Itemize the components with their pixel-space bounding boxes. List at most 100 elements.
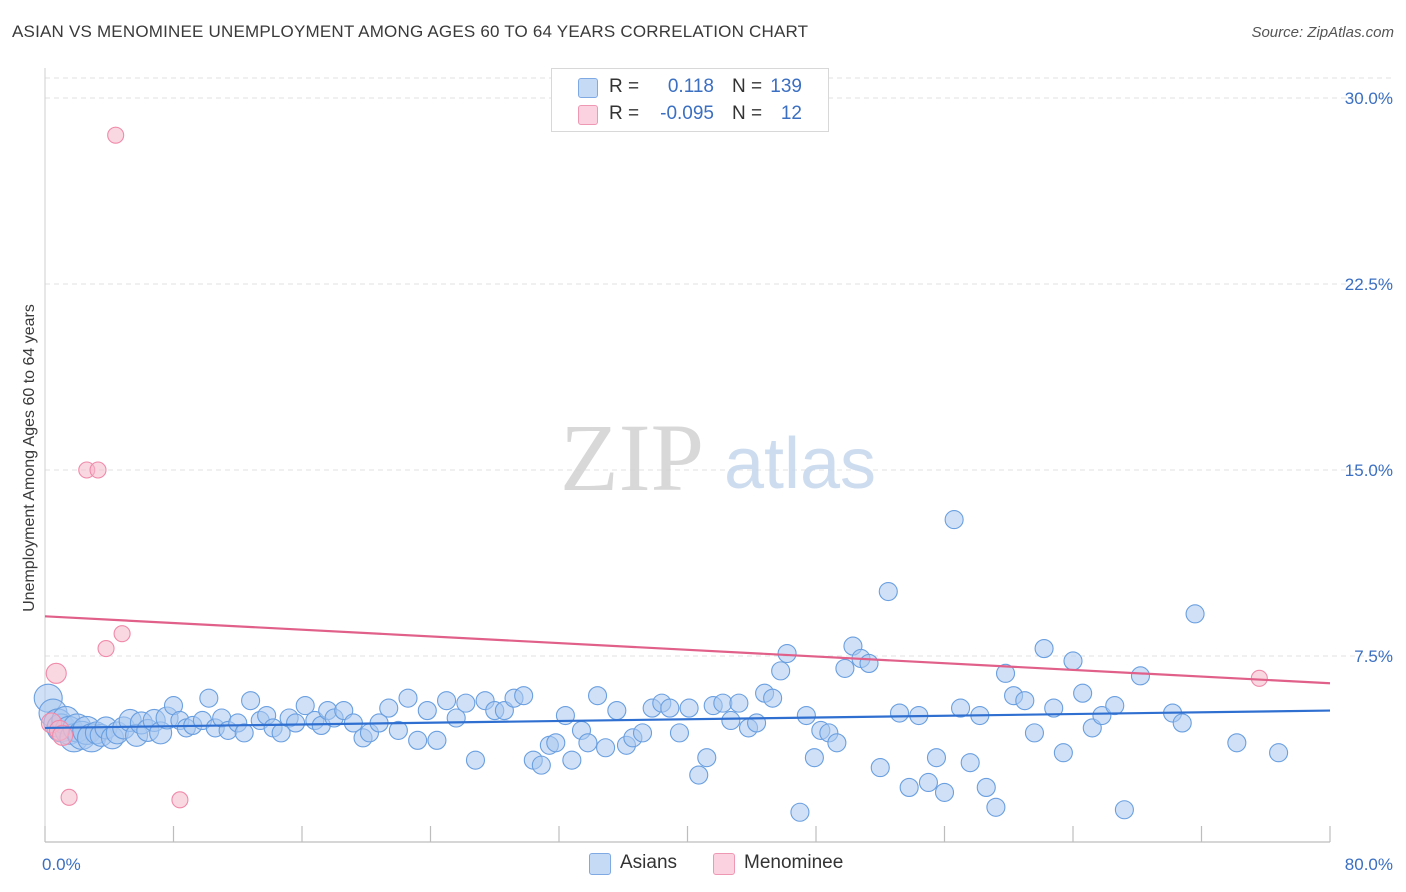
data-point-asians <box>546 733 566 753</box>
data-point-asians <box>1015 691 1035 711</box>
y-tick-label: 15.0% <box>1345 461 1393 480</box>
data-point-asians <box>1269 743 1289 763</box>
data-point-asians <box>596 738 616 758</box>
data-point-asians <box>514 686 534 706</box>
data-point-asians <box>976 777 996 797</box>
watermark-atlas: atlas <box>724 424 876 504</box>
legend-label-menominee: Menominee <box>744 852 844 873</box>
data-point-asians <box>790 802 810 822</box>
series-menominee <box>40 126 1268 809</box>
data-point-asians <box>1185 604 1205 624</box>
data-point-asians <box>960 753 980 773</box>
chart-title: ASIAN VS MENOMINEE UNEMPLOYMENT AMONG AG… <box>12 22 809 41</box>
y-tick-label: 22.5% <box>1345 275 1393 294</box>
r-label: R = <box>609 103 640 124</box>
y-tick-label: 7.5% <box>1354 647 1393 666</box>
data-point-asians <box>918 772 938 793</box>
data-point-asians <box>747 713 767 733</box>
menominee-swatch <box>578 105 598 125</box>
data-point-asians <box>456 693 476 713</box>
data-point-asians <box>689 765 709 785</box>
legend-row-asians: R = 0.118 N = 139 <box>552 74 828 100</box>
data-point-asians <box>1105 696 1125 716</box>
data-point-asians <box>1227 733 1247 753</box>
data-point-asians <box>531 755 551 775</box>
data-point-asians <box>199 688 219 708</box>
data-point-menominee <box>171 791 189 809</box>
data-point-asians <box>1092 705 1112 726</box>
data-point-asians <box>562 750 582 770</box>
data-point-asians <box>729 693 749 713</box>
gridlines <box>45 77 1392 657</box>
data-point-menominee <box>45 662 67 684</box>
data-point-asians <box>951 698 971 718</box>
legend-stats: R = 0.118 N = 139 R = -0.095 N = 12 <box>551 68 829 132</box>
x-tick-labels: 0.0% 80.0% <box>42 855 1393 874</box>
data-point-asians <box>388 720 408 740</box>
data-point-asians <box>1114 800 1134 820</box>
data-point-asians <box>796 705 816 726</box>
watermark-zip: ZIP <box>560 404 704 511</box>
data-point-asians <box>379 698 399 718</box>
data-point-asians <box>827 733 847 753</box>
data-point-asians <box>986 797 1006 817</box>
data-point-menominee <box>113 625 131 643</box>
data-point-asians <box>721 710 741 731</box>
data-point-asians <box>669 723 690 743</box>
data-point-asians <box>870 758 890 778</box>
data-point-asians <box>408 730 428 750</box>
data-point-asians <box>632 723 653 743</box>
data-point-asians <box>934 782 955 802</box>
data-point-asians <box>697 748 717 768</box>
n-label: N = <box>732 76 763 97</box>
y-tick-label: 30.0% <box>1345 89 1393 108</box>
data-point-asians <box>926 748 947 768</box>
menominee-swatch <box>713 853 735 875</box>
data-point-asians <box>295 696 315 716</box>
trend-line-menominee <box>44 615 1331 685</box>
y-tick-labels: 7.5% 15.0% 22.5% 30.0% <box>1345 89 1393 666</box>
data-point-asians <box>286 713 306 733</box>
asians-swatch <box>589 853 611 875</box>
data-point-asians <box>1063 651 1083 671</box>
data-point-asians <box>995 663 1016 683</box>
data-point-asians <box>398 688 418 708</box>
data-point-asians <box>679 698 699 718</box>
trend-lines <box>44 615 1331 730</box>
data-point-asians <box>889 703 910 723</box>
watermark: ZIP atlas <box>560 404 876 511</box>
n-label: N = <box>732 103 763 124</box>
data-point-asians <box>427 730 447 750</box>
data-point-asians <box>859 653 879 673</box>
x-tick-label: 80.0% <box>1345 855 1393 874</box>
data-point-asians <box>1130 666 1151 686</box>
data-point-asians <box>465 750 486 770</box>
data-point-asians <box>660 698 680 718</box>
data-point-asians <box>437 691 457 711</box>
x-tick-label: 0.0% <box>42 855 81 874</box>
r-label: R = <box>609 76 640 97</box>
data-point-menominee <box>97 640 115 658</box>
data-point-asians <box>944 510 964 530</box>
data-point-asians <box>241 691 261 711</box>
data-point-menominee <box>60 788 78 806</box>
n-value: 12 <box>780 103 802 124</box>
data-point-asians <box>771 661 791 681</box>
data-point-menominee <box>107 126 125 144</box>
data-point-asians <box>234 723 254 743</box>
data-point-asians <box>1034 639 1054 659</box>
legend-label-asians: Asians <box>620 852 678 873</box>
data-point-asians <box>1073 683 1093 703</box>
data-point-asians <box>835 658 855 678</box>
legend-series: Asians Menominee <box>0 852 1406 878</box>
source-label: Source: ZipAtlas.com <box>1251 24 1394 41</box>
data-point-asians <box>587 686 608 706</box>
data-point-menominee <box>52 724 74 746</box>
data-point-asians <box>763 688 783 708</box>
data-point-asians <box>578 733 598 753</box>
data-point-asians <box>417 701 437 721</box>
data-point-asians <box>1024 723 1044 743</box>
r-value: 0.118 <box>667 76 714 97</box>
data-point-asians <box>899 777 919 797</box>
